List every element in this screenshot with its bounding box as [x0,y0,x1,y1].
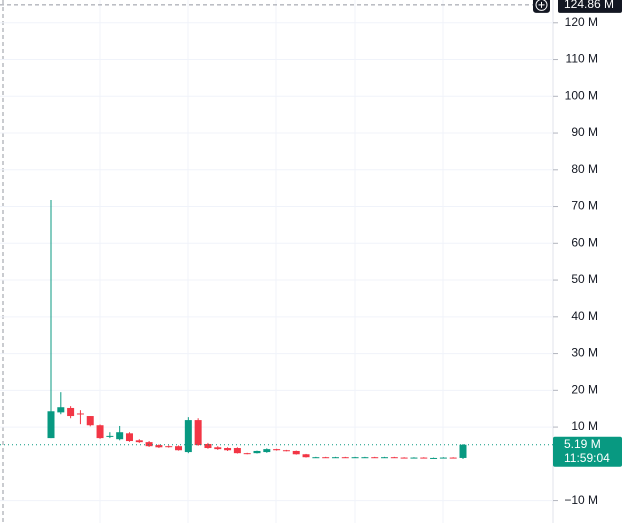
candle-body [184,420,192,453]
candle-body [439,457,447,459]
candle-body [106,435,114,437]
add-icon-plus[interactable] [538,1,545,8]
candle-body [175,446,183,451]
candle-body [273,449,281,451]
candle-body [282,450,290,452]
candle-body [116,432,124,440]
candle-body [214,447,222,450]
candle-body [322,457,330,459]
y-tick-label: 50 M [571,272,598,286]
y-tick-label: 60 M [571,235,598,249]
y-tick-label: 90 M [571,125,598,139]
candle-body [233,448,241,454]
y-tick-label: 10 M [571,419,598,433]
candle-body [341,457,349,459]
add-icon[interactable] [535,0,548,11]
candle-body [351,457,359,459]
candle-body [459,444,467,458]
crosshair-label: 124.86 M [564,0,614,11]
candle-body [57,407,65,413]
last-price-tag [553,436,622,467]
y-tick-label: 80 M [571,162,598,176]
y-tick-label: 70 M [571,199,598,213]
y-tick-label: 40 M [571,309,598,323]
candle-body [135,440,143,443]
y-tick-label: 120 M [565,15,598,29]
candle-body [96,425,104,439]
y-tick-label: 20 M [571,382,598,396]
candle-body [253,450,261,454]
candle-body [312,457,320,459]
candle-body [410,457,418,459]
candle-body [400,457,408,459]
y-tick-label: 110 M [566,52,598,66]
candle-body [155,445,163,448]
candle-body [76,413,84,415]
candle-body [194,420,202,446]
y-tick-label: 100 M [565,88,598,102]
crosshair-tag [558,0,622,13]
countdown: 11:59:04 [564,451,610,465]
candle-body [125,433,133,442]
candle-body [430,457,438,459]
candle-body [420,457,428,459]
candle-body [204,443,212,449]
y-tick-label: −10 M [564,493,598,507]
candle-body [165,446,173,448]
candle-body [224,448,232,451]
candle-body [302,454,310,458]
y-tick-label: 30 M [571,346,598,360]
candle-body [371,457,379,459]
candle-body [381,457,389,459]
candle-body [263,449,271,453]
candle-body [361,457,369,459]
candle-body [390,457,398,459]
candle-body [67,407,75,417]
candle-body [449,457,457,459]
candle-body [243,453,251,455]
last-price-label: 5.19 M [564,437,601,451]
candle-body [47,411,55,439]
candle-body [86,416,94,426]
candle-body [145,442,153,447]
candle-body [292,450,300,455]
candle-body [331,457,339,459]
